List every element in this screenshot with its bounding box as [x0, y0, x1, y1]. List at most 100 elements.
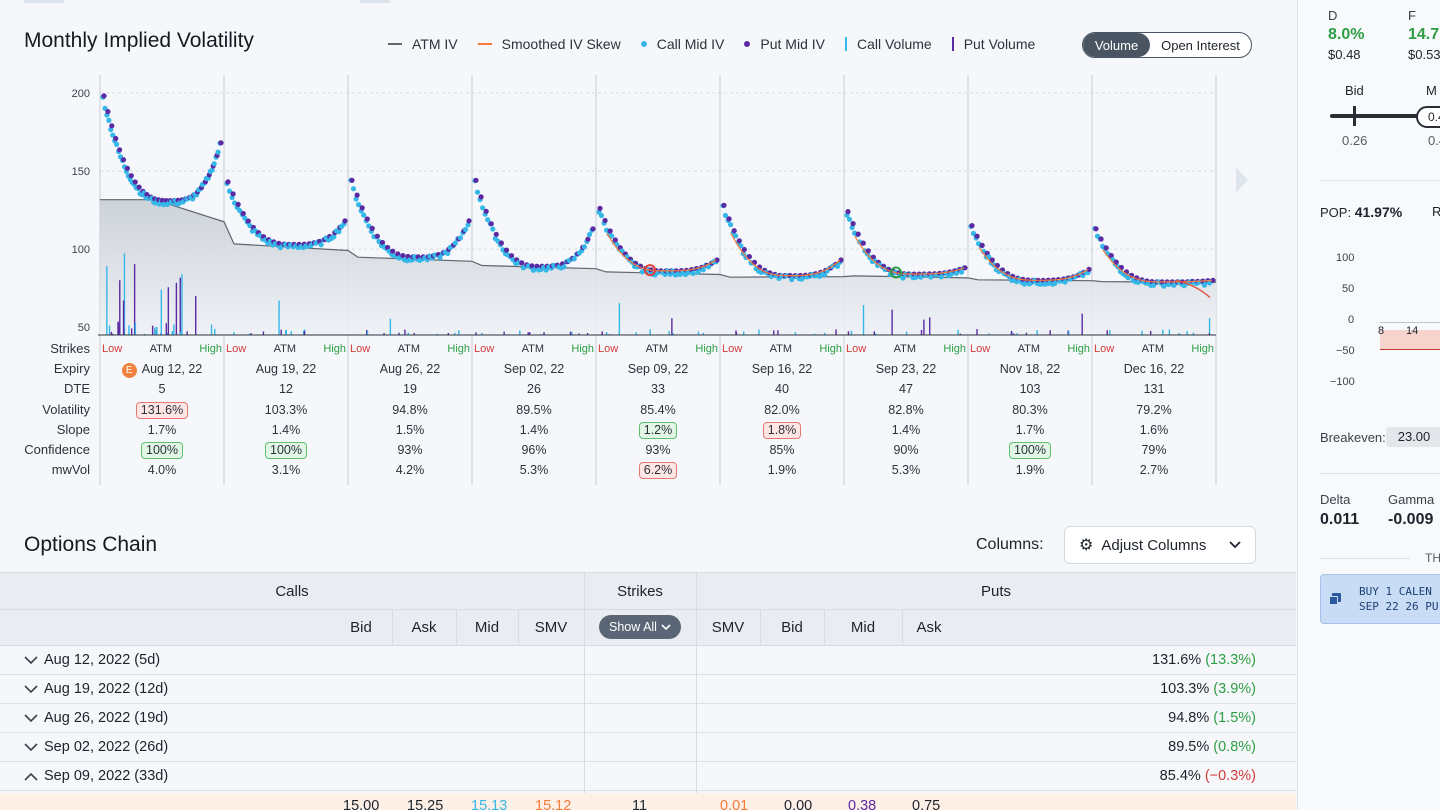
mwvol-value: 5.3% — [519, 463, 549, 478]
expiry-column[interactable]: Low ATM High E Aug 12, 22 5 131.6% 1.7% 100% 4.0% — [100, 339, 224, 480]
pl-tick: −50 — [1336, 345, 1355, 357]
chevron-down-icon[interactable] — [24, 713, 38, 723]
chevron-down-icon[interactable] — [24, 742, 38, 752]
legend-call-mid-iv[interactable]: Call Mid IV — [640, 36, 724, 52]
expiry-column[interactable]: Low ATM High Sep 09, 22 33 85.4% 1.2% 93% 6.2% — [596, 339, 720, 480]
call-mid-iv-point — [722, 212, 729, 219]
expiry-date: Dec 16, 22 — [1123, 362, 1185, 377]
option-row[interactable] — [0, 793, 1296, 810]
expiry-row[interactable]: Sep 09, 2022 (33d) 85.4% (−0.3%) — [0, 762, 1296, 791]
next-arrow-icon[interactable] — [1232, 165, 1252, 195]
col-put-ask[interactable]: Ask — [916, 619, 942, 636]
col-call-bid[interactable]: Bid — [350, 619, 372, 636]
confidence-value: 100% — [265, 441, 307, 459]
divider — [824, 610, 825, 646]
iv-chart: 50 100 150 200 — [72, 75, 1217, 485]
put-mid-iv-point — [855, 231, 861, 237]
slope-value: 1.8% — [762, 421, 802, 439]
put-mid-iv-point — [395, 251, 401, 257]
call-mid-iv-point — [237, 207, 243, 214]
mwvol-cell: 4.2% — [348, 460, 472, 480]
iv-change: (−0.3%) — [1204, 768, 1256, 784]
mwvol-cell: 5.3% — [472, 460, 596, 480]
toggle-volume[interactable]: Volume — [1083, 33, 1150, 57]
expiry-toggle[interactable]: Sep 02, 2022 (26d) — [24, 739, 168, 755]
col-call-ask[interactable]: Ask — [411, 619, 437, 636]
call-mid-iv-point — [609, 233, 615, 239]
chevron-up-icon[interactable] — [24, 772, 38, 781]
chevron-down-icon[interactable] — [24, 684, 38, 694]
call-mid-iv-point — [485, 217, 491, 223]
call-mid-iv-point — [822, 272, 828, 278]
volume-oi-toggle: Volume Open Interest — [1082, 32, 1252, 58]
call-mid-iv-point — [211, 161, 217, 167]
legend-put-mid-iv[interactable]: Put Mid IV — [744, 36, 825, 52]
expiry-column[interactable]: Low ATM High Aug 26, 22 19 94.8% 1.5% 93% 4.2% — [348, 339, 472, 480]
mid-sub: 0.4 — [1428, 133, 1440, 148]
confidence-cell: 85% — [720, 440, 844, 460]
call-mid-iv-point — [690, 270, 696, 276]
expiry-row[interactable]: Aug 12, 2022 (5d) 131.6% (13.3%) — [0, 646, 1296, 675]
expiry-row[interactable]: Sep 02, 2022 (26d) 89.5% (0.8%) — [0, 733, 1296, 762]
earnings-badge-icon: E — [121, 363, 137, 379]
put-mid-iv-point — [1086, 266, 1092, 272]
copy-icon[interactable] — [1329, 593, 1341, 605]
r-label: R — [1432, 204, 1440, 219]
expiry-row[interactable]: Aug 26, 2022 (19d) 94.8% (1.5%) — [0, 704, 1296, 733]
pl-loss-area — [1380, 330, 1440, 350]
mwvol-cell: 1.9% — [968, 460, 1092, 480]
call-mid-iv-point — [452, 240, 458, 246]
price-slider-track[interactable] — [1330, 114, 1420, 118]
expiry-toggle[interactable]: Aug 19, 2022 (12d) — [24, 681, 168, 697]
toggle-open-interest[interactable]: Open Interest — [1161, 37, 1240, 53]
expiry-toggle[interactable]: Sep 09, 2022 (33d) — [24, 768, 168, 784]
call-mid-iv-point — [445, 250, 451, 256]
expiry-toggle[interactable]: Aug 12, 2022 (5d) — [24, 652, 160, 668]
expiry-label: Aug 12, 2022 (5d) — [44, 652, 161, 668]
col-call-smv[interactable]: SMV — [534, 619, 568, 636]
expiry-toggle[interactable]: Aug 26, 2022 (19d) — [24, 710, 168, 726]
row-label-expiry: Expiry — [53, 361, 90, 377]
expiry-column[interactable]: Low ATM High Dec 16, 22 131 79.2% 1.6% 79% 2.7% — [1092, 339, 1216, 480]
chevron-down-icon[interactable] — [24, 655, 38, 665]
put-smv: 0.01 — [720, 798, 749, 810]
trade-summary[interactable]: BUY 1 CALEN SEP 22 26 PU — [1320, 574, 1440, 624]
put-mid-iv-point — [466, 218, 472, 224]
col-put-mid[interactable]: Mid — [850, 619, 876, 636]
expiry-column[interactable]: Low ATM High Nov 18, 22 103 80.3% 1.7% 100% 1.9% — [968, 339, 1092, 480]
put-mid-iv-point — [364, 216, 370, 222]
legend-atm-iv[interactable]: ATM IV — [388, 36, 458, 52]
bid-slider-handle[interactable] — [1353, 106, 1356, 126]
put-mid-iv-point — [1113, 259, 1119, 265]
smoothed-skew-line — [854, 236, 965, 275]
slope-cell: 1.7% — [968, 420, 1092, 440]
legend-smoothed-skew[interactable]: Smoothed IV Skew — [477, 36, 621, 52]
mid-price-handle[interactable]: 0.4 — [1416, 106, 1440, 128]
iv-change: (3.9%) — [1213, 681, 1256, 697]
slope-cell: 1.4% — [224, 420, 348, 440]
legend-call-volume[interactable]: Call Volume — [844, 36, 932, 52]
adjust-columns-button[interactable]: ⚙ Adjust Columns — [1064, 526, 1256, 564]
expiry-column[interactable]: Low ATM High Sep 02, 22 26 89.5% 1.4% 96% 5.3% — [472, 339, 596, 480]
strike-high: High — [447, 343, 470, 355]
legend-label: Smoothed IV Skew — [501, 36, 621, 52]
col-call-mid[interactable]: Mid — [474, 619, 500, 636]
col-put-smv[interactable]: SMV — [711, 619, 745, 636]
show-all-button[interactable]: Show All — [599, 615, 681, 639]
legend-put-volume[interactable]: Put Volume — [951, 36, 1035, 52]
call-mid-iv-point — [849, 224, 855, 231]
expiry-row[interactable]: Aug 19, 2022 (12d) 103.3% (3.9%) — [0, 675, 1296, 704]
put-mid-iv-point — [989, 257, 995, 263]
expiry-cell: Dec 16, 22 — [1092, 359, 1216, 379]
pl-tick: 50 — [1342, 283, 1355, 295]
strike-value: 11 — [632, 798, 648, 810]
expiry-column[interactable]: Low ATM High Sep 23, 22 47 82.8% 1.4% 90% 5.3% — [844, 339, 968, 480]
expiry-column[interactable]: Low ATM High Aug 19, 22 12 103.3% 1.4% 100% 3.1% — [224, 339, 348, 480]
put-mid-iv-point — [865, 248, 871, 254]
col-put-bid[interactable]: Bid — [781, 619, 803, 636]
put-mid-iv-point — [1103, 245, 1109, 251]
smoothed-skew-tail — [1175, 279, 1211, 298]
call-mid-iv-point — [318, 242, 324, 248]
expiry-column[interactable]: Low ATM High Sep 16, 22 40 82.0% 1.8% 85% 1.9% — [720, 339, 844, 480]
call-smv: 15.12 — [535, 798, 572, 810]
